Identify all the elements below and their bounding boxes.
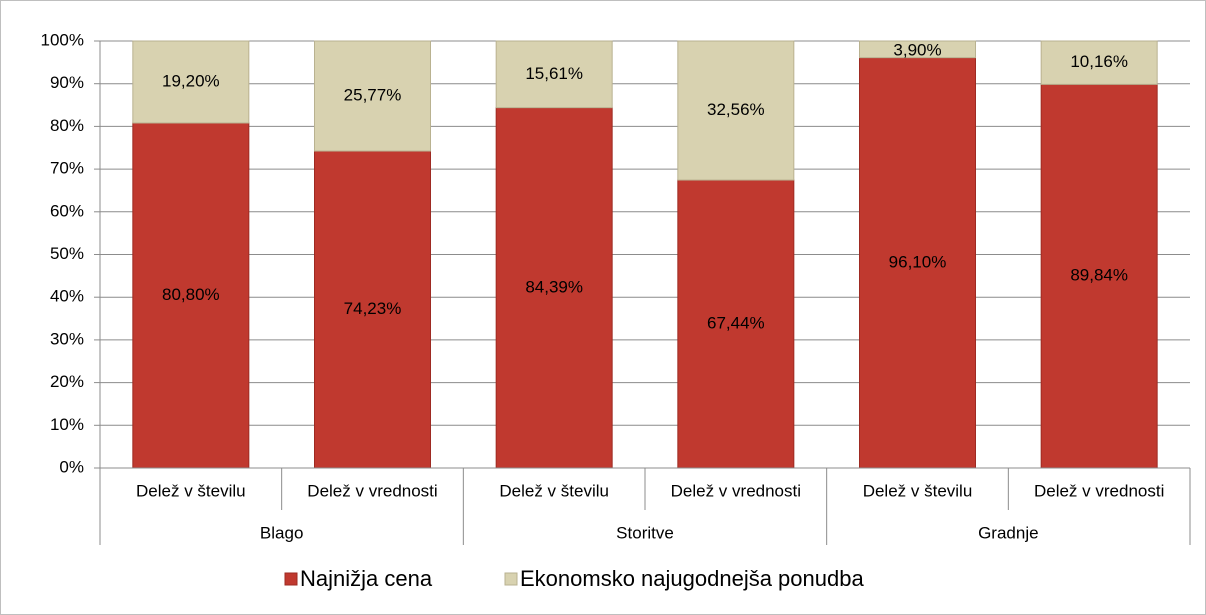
bar-segment: [1040, 83, 1158, 469]
data-label: 25,77%: [344, 86, 402, 105]
data-label: 15,61%: [525, 64, 583, 83]
y-tick-label: 60%: [50, 201, 84, 220]
legend-marker: [284, 572, 298, 586]
legend-text: Ekonomsko najugodnejša ponudba: [520, 566, 864, 591]
group-label: Storitve: [616, 523, 674, 542]
y-tick-label: 80%: [50, 116, 84, 135]
y-tick-label: 0%: [59, 457, 84, 476]
y-tick-label: 20%: [50, 372, 84, 391]
y-tick-label: 30%: [50, 329, 84, 348]
bar-segment: [859, 40, 976, 59]
y-tick-label: 50%: [50, 244, 84, 263]
bar-segment: [495, 107, 613, 469]
y-tick-label: 70%: [50, 159, 84, 178]
bar-segment: [677, 40, 795, 181]
x-tick-label: Delež v številu: [499, 481, 609, 500]
bar-segment: [677, 179, 795, 469]
x-tick-label: Delež v številu: [863, 481, 973, 500]
data-label: 80,80%: [162, 285, 220, 304]
x-tick-label: Delež v vrednosti: [671, 481, 801, 500]
bar-segment: [314, 40, 431, 152]
bar-segment: [1040, 40, 1158, 85]
y-tick-label: 40%: [50, 287, 84, 306]
bar-segment: [132, 40, 250, 124]
data-label: 74,23%: [344, 299, 402, 318]
bar-segment: [314, 150, 431, 469]
data-label: 10,16%: [1070, 52, 1128, 71]
x-tick-label: Delež v vrednosti: [307, 481, 437, 500]
data-label: 96,10%: [889, 252, 947, 271]
data-label: 84,39%: [525, 277, 583, 296]
x-tick-label: Delež v vrednosti: [1034, 481, 1164, 500]
data-label: 89,84%: [1070, 266, 1128, 285]
y-tick-label: 90%: [50, 73, 84, 92]
group-label: Blago: [260, 523, 303, 542]
group-label: Gradnje: [978, 523, 1038, 542]
legend-marker: [504, 572, 518, 586]
data-label: 32,56%: [707, 100, 765, 119]
y-tick-label: 100%: [41, 30, 84, 49]
data-label: 67,44%: [707, 313, 765, 332]
bar-segment: [495, 40, 613, 109]
bar-segment: [859, 57, 976, 469]
legend-text: Najnižja cena: [300, 566, 433, 591]
x-tick-label: Delež v številu: [136, 481, 246, 500]
data-label: 3,90%: [893, 40, 941, 59]
y-tick-label: 10%: [50, 415, 84, 434]
data-label: 19,20%: [162, 71, 220, 90]
bar-segment: [132, 122, 250, 469]
